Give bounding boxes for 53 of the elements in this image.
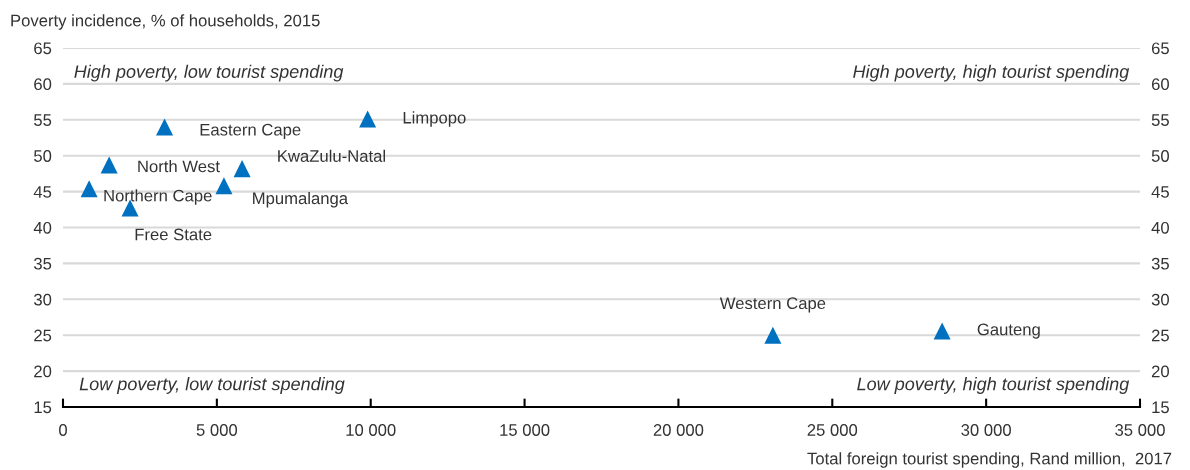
- y-tick-label: 60: [34, 78, 52, 91]
- y2-tick-label: 40: [1151, 221, 1169, 234]
- y-tick-label: 30: [33, 293, 52, 306]
- y-tick-label: 15: [34, 401, 52, 414]
- point: [764, 326, 782, 344]
- x-tick-label: 20 000: [653, 424, 704, 436]
- y-tick-label: 40: [33, 221, 52, 234]
- annotation: Limpopo: [403, 111, 466, 127]
- y2-tick-label: 50: [1151, 150, 1169, 162]
- point: [156, 118, 174, 136]
- x-tick-label: 35 000: [1115, 424, 1165, 436]
- y-tick-label: 25: [34, 329, 52, 342]
- annotation: Low poverty, low tourist spending: [79, 377, 345, 394]
- x-tick-label: 10 000: [346, 424, 396, 436]
- y-tick-label: 45: [33, 186, 52, 198]
- y-tick-label: 35: [33, 257, 52, 270]
- annotation: High poverty, low tourist spending: [74, 64, 344, 82]
- y-axis-title: Poverty incidence, % of households, 2015: [11, 14, 320, 30]
- point: [80, 180, 98, 198]
- point: [233, 160, 251, 178]
- x-tick-label: 0: [59, 424, 67, 436]
- annotation: KwaZulu-Natal: [278, 149, 385, 162]
- annotation: Western Cape: [719, 297, 826, 313]
- x-tick-label: 25 000: [807, 424, 858, 436]
- y-tick-label: 20: [34, 365, 52, 378]
- y2-tick-label: 65: [1151, 42, 1169, 55]
- x-tick-label: 5 000: [196, 424, 238, 436]
- annotation: Mpumalanga: [253, 191, 349, 208]
- point: [100, 156, 118, 174]
- annotation: Gauteng: [977, 323, 1040, 339]
- point: [215, 177, 233, 195]
- x-tick-label: 15 000: [500, 424, 550, 436]
- annotation: Low poverty, high tourist spending: [857, 377, 1130, 394]
- y2-tick-label: 45: [1151, 186, 1169, 198]
- point: [933, 322, 951, 340]
- x-tick-label: 30 000: [961, 424, 1011, 436]
- annotation: Northern Cape: [104, 189, 212, 205]
- y2-tick-label: 20: [1151, 365, 1169, 378]
- annotation: North West: [138, 160, 220, 173]
- y2-tick-label: 25: [1151, 329, 1169, 342]
- annotation: Free State: [135, 228, 212, 241]
- y2-tick-label: 30: [1151, 293, 1169, 306]
- y2-tick-label: 15: [1152, 401, 1169, 414]
- y2-tick-label: 35: [1151, 257, 1169, 270]
- y-tick-label: 50: [34, 150, 52, 162]
- x-axis-title: Total foreign tourist spending, Rand million, 2017: [807, 452, 1172, 468]
- y-tick-label: 55: [34, 114, 52, 126]
- y2-tick-label: 55: [1151, 114, 1169, 126]
- annotation: High poverty, high tourist spending: [853, 64, 1130, 82]
- annotation: Eastern Cape: [200, 123, 301, 139]
- y2-tick-label: 60: [1151, 78, 1169, 91]
- y-tick-label: 65: [34, 42, 52, 55]
- point: [359, 110, 377, 128]
